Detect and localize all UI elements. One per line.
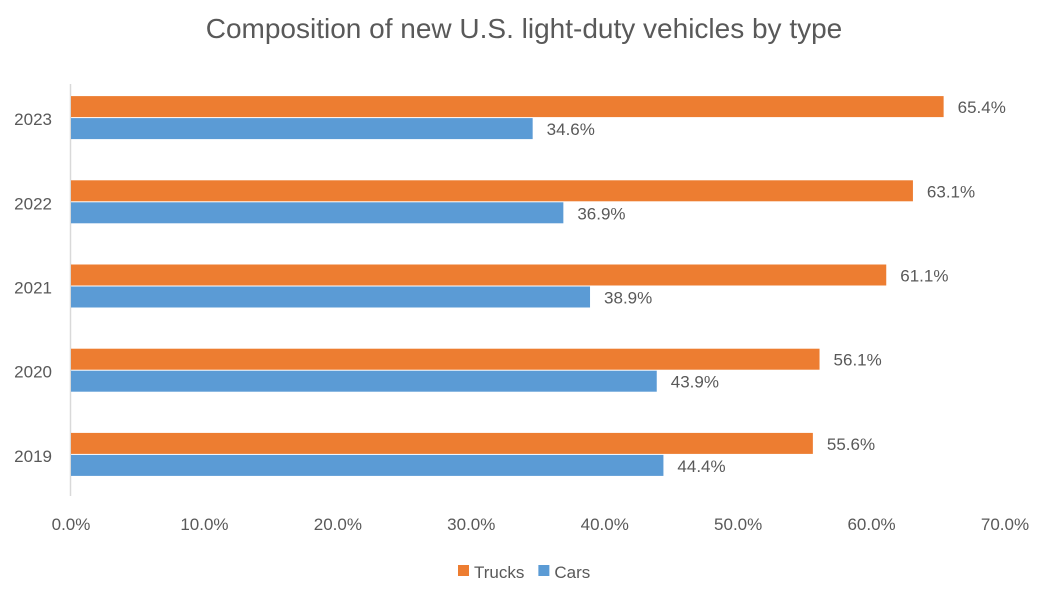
x-tick-label: 50.0% xyxy=(714,515,762,534)
bar-cars xyxy=(71,370,657,392)
legend-swatch-trucks xyxy=(458,565,469,576)
legend: Trucks Cars xyxy=(458,563,590,582)
y-tick-label: 2022 xyxy=(14,194,52,213)
legend-label-cars: Cars xyxy=(554,563,590,582)
bar-trucks xyxy=(71,264,887,286)
data-label: 44.4% xyxy=(677,457,725,476)
bar-trucks xyxy=(71,96,944,118)
data-label: 36.9% xyxy=(577,204,625,223)
x-tick-label: 20.0% xyxy=(314,515,362,534)
legend-label-trucks: Trucks xyxy=(474,563,524,582)
data-label: 34.6% xyxy=(547,120,595,139)
y-tick-label: 2021 xyxy=(14,279,52,298)
x-tick-label: 0.0% xyxy=(52,515,91,534)
bar-trucks xyxy=(71,180,913,202)
bar-cars xyxy=(71,454,664,476)
x-tick-label: 30.0% xyxy=(447,515,495,534)
y-tick-label: 2023 xyxy=(14,110,52,129)
y-tick-label: 2020 xyxy=(14,363,52,382)
y-tick-label: 2019 xyxy=(14,447,52,466)
data-label: 65.4% xyxy=(958,98,1006,117)
bar-trucks xyxy=(71,432,813,454)
bar-cars xyxy=(71,118,533,140)
data-label: 43.9% xyxy=(671,373,719,392)
bar-cars xyxy=(71,202,564,224)
x-tick-label: 70.0% xyxy=(981,515,1029,534)
bar-trucks xyxy=(71,348,820,370)
data-label: 55.6% xyxy=(827,435,875,454)
data-label: 56.1% xyxy=(834,351,882,370)
data-label: 61.1% xyxy=(900,267,948,286)
legend-swatch-cars xyxy=(538,565,550,576)
data-label: 63.1% xyxy=(927,182,975,201)
x-tick-label: 60.0% xyxy=(847,515,895,534)
x-tick-label: 10.0% xyxy=(180,515,228,534)
x-tick-label: 40.0% xyxy=(581,515,629,534)
data-label: 38.9% xyxy=(604,289,652,308)
bar-cars xyxy=(71,286,591,308)
chart-title: Composition of new U.S. light-duty vehic… xyxy=(206,13,843,44)
